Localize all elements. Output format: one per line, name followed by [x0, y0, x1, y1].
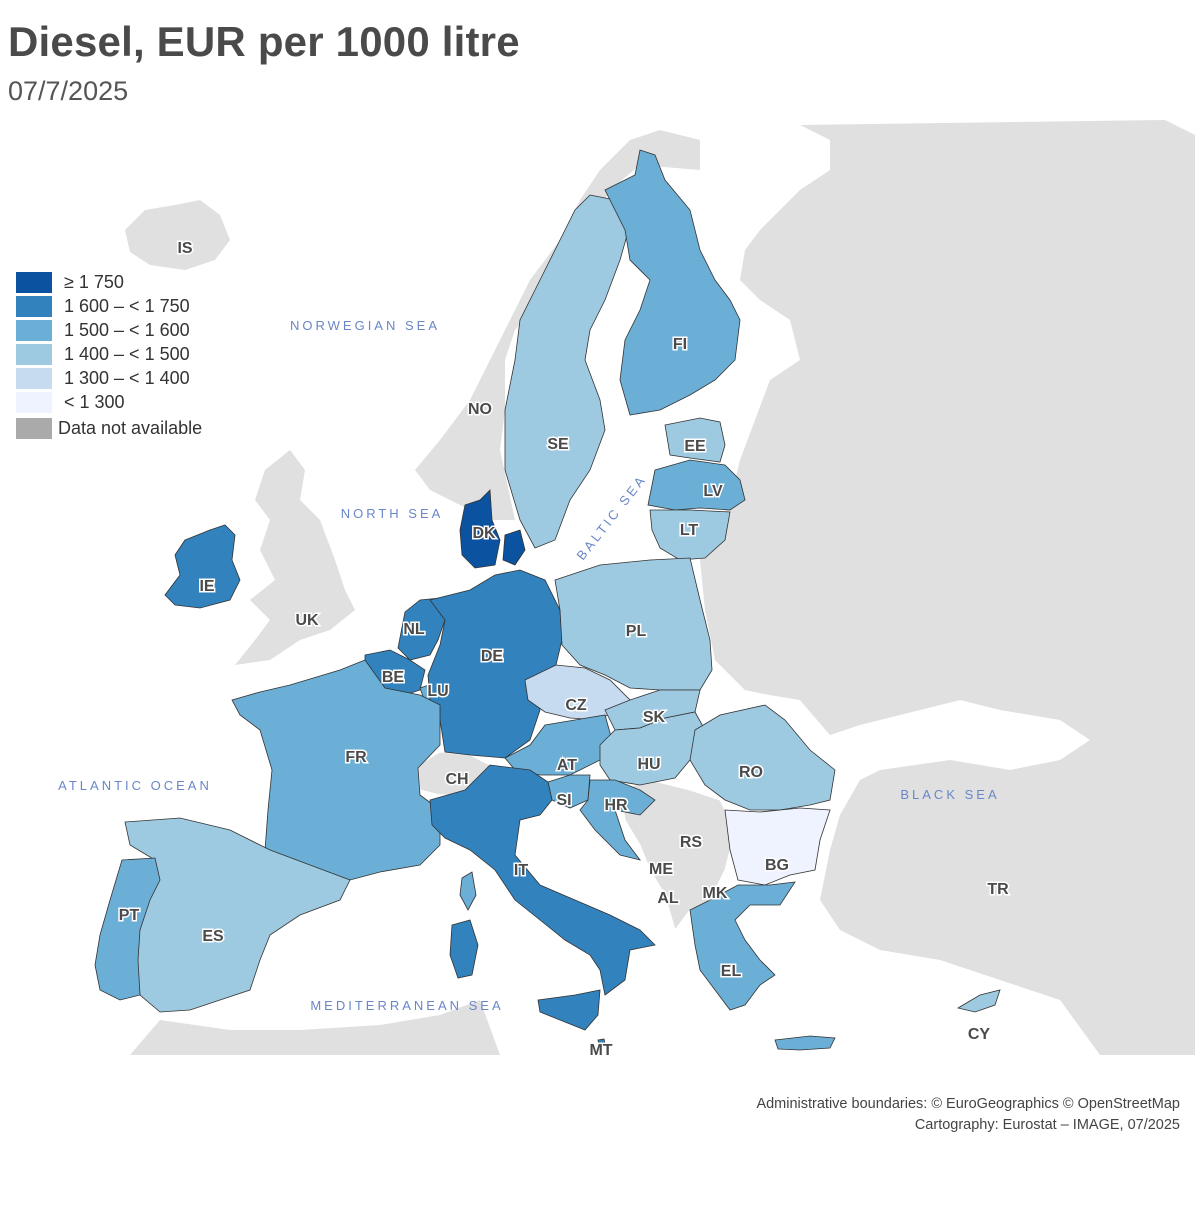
country-label-is: IS	[177, 240, 192, 257]
country-shape-lv	[647, 459, 746, 511]
country-shape-bg	[724, 807, 831, 886]
map-legend: ≥ 1 750 1 600 – < 1 750 1 500 – < 1 600 …	[16, 270, 202, 440]
legend-swatch	[16, 295, 52, 317]
country-label-tr: TR	[987, 881, 1009, 898]
country-label-me: ME	[649, 861, 673, 878]
country-shape-cy	[956, 989, 1001, 1013]
country-label-pt: PT	[119, 907, 140, 924]
legend-label: 1 400 – < 1 500	[64, 343, 190, 364]
sea-label-black: BLACK SEA	[900, 787, 999, 802]
country-shape-fr	[231, 659, 441, 881]
iceland-land	[125, 200, 230, 270]
legend-item-not-available: Data not available	[16, 416, 202, 440]
legend-label: 1 500 – < 1 600	[64, 319, 190, 340]
country-label-cz: CZ	[565, 697, 587, 714]
legend-label: ≥ 1 750	[64, 271, 124, 292]
country-label-es: ES	[202, 928, 224, 945]
country-shape-corsica	[459, 871, 477, 911]
ukraine-belarus-land	[700, 495, 1000, 735]
country-shape-pt	[94, 857, 161, 1001]
country-shape-ro	[689, 704, 836, 811]
uk-land	[235, 450, 355, 665]
country-label-pl: PL	[626, 623, 647, 640]
legend-swatch	[16, 319, 52, 341]
turkey-land	[820, 810, 1195, 1055]
legend-label: 1 600 – < 1 750	[64, 295, 190, 316]
sea-label-norwegian: NORWEGIAN SEA	[290, 318, 440, 333]
country-label-ee: EE	[684, 438, 706, 455]
country-label-dk: DK	[472, 525, 496, 542]
legend-item: 1 300 – < 1 400	[16, 366, 202, 390]
country-label-el: EL	[721, 963, 742, 980]
sea-label-north: NORTH SEA	[341, 506, 444, 521]
country-shape-mt	[597, 1038, 606, 1046]
norway-land	[415, 130, 700, 520]
legend-item: 1 600 – < 1 750	[16, 294, 202, 318]
country-label-si: SI	[556, 792, 571, 809]
legend-item: 1 400 – < 1 500	[16, 342, 202, 366]
country-label-lt: LT	[680, 522, 699, 539]
country-label-sk: SK	[643, 709, 666, 726]
country-label-at: AT	[557, 757, 577, 774]
legend-item: 1 500 – < 1 600	[16, 318, 202, 342]
legend-swatch	[16, 417, 52, 439]
country-label-bg: BG	[765, 857, 789, 874]
legend-swatch	[16, 343, 52, 365]
country-label-fi: FI	[673, 336, 687, 353]
country-label-be: BE	[382, 669, 405, 686]
choropleth-map: NORWEGIAN SEA NORTH SEA BALTIC SEA ATLAN…	[58, 120, 1195, 1058]
sea-label-mediterranean: MEDITERRANEAN SEA	[310, 998, 503, 1013]
country-shape-sardinia	[449, 919, 479, 979]
country-label-de: DE	[481, 648, 504, 665]
legend-swatch	[16, 391, 52, 413]
legend-swatch	[16, 271, 52, 293]
country-label-mt: MT	[589, 1042, 612, 1058]
legend-label: 1 300 – < 1 400	[64, 367, 190, 388]
country-label-no: NO	[468, 401, 492, 418]
country-label-cy: CY	[968, 1026, 991, 1043]
country-shape-ee	[664, 417, 726, 463]
credit-boundaries: Administrative boundaries: © EuroGeograp…	[756, 1096, 1180, 1112]
country-label-ie: IE	[199, 578, 214, 595]
country-shape-sicily	[537, 989, 601, 1031]
country-label-lu: LU	[427, 683, 448, 700]
country-label-ro: RO	[739, 764, 763, 781]
country-shape-nl	[397, 597, 446, 661]
legend-label: Data not available	[58, 417, 203, 438]
country-label-hu: HU	[637, 756, 660, 773]
map-title: Diesel, EUR per 1000 litre	[8, 18, 520, 65]
country-shape-se	[504, 194, 631, 549]
country-shape-lt	[649, 509, 731, 561]
country-label-se: SE	[547, 436, 569, 453]
sea-label-baltic: BALTIC SEA	[573, 472, 649, 563]
country-shape-el	[689, 881, 796, 1011]
country-shape-ie	[164, 524, 241, 609]
credit-cartography: Cartography: Eurostat – IMAGE, 07/2025	[914, 1117, 1180, 1133]
country-label-ch: CH	[445, 771, 468, 788]
country-label-al: AL	[657, 890, 679, 907]
map-date: 07/7/2025	[8, 76, 129, 106]
country-label-uk: UK	[295, 612, 319, 629]
country-shape-dk	[459, 489, 526, 569]
country-shape-fi	[604, 149, 741, 416]
country-label-fr: FR	[345, 749, 367, 766]
legend-swatch	[16, 367, 52, 389]
country-shape-de	[427, 569, 563, 759]
country-label-rs: RS	[680, 834, 703, 851]
country-label-nl: NL	[403, 621, 425, 638]
legend-item: ≥ 1 750	[16, 270, 202, 294]
country-label-hr: HR	[604, 797, 628, 814]
legend-item: < 1 300	[16, 390, 202, 414]
country-label-mk: MK	[703, 885, 728, 902]
north-africa-land	[130, 1000, 500, 1055]
country-shape-it	[429, 764, 656, 996]
legend-label: < 1 300	[64, 391, 125, 412]
country-label-it: IT	[514, 862, 528, 879]
country-label-lv: LV	[703, 483, 723, 500]
sea-label-atlantic: ATLANTIC OCEAN	[58, 778, 212, 793]
country-shape-hr	[579, 779, 656, 861]
country-shape-crete	[774, 1035, 836, 1051]
